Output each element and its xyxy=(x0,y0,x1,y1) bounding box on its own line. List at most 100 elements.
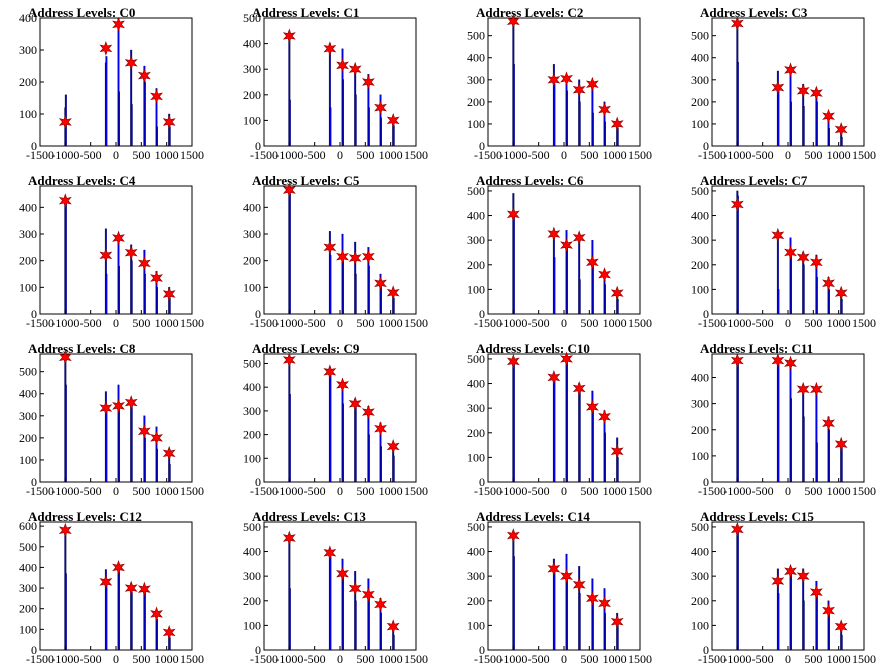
x-tick-label: 1500 xyxy=(180,484,204,498)
peak-marker xyxy=(99,40,113,56)
x-tick-label: 1500 xyxy=(404,148,428,162)
bar xyxy=(578,279,581,315)
x-tick-label: -500 xyxy=(528,484,550,498)
x-tick-label: -1500 xyxy=(26,148,54,162)
peak-marker xyxy=(112,398,125,414)
bar xyxy=(130,592,133,651)
bar xyxy=(118,571,120,651)
y-tick-label: 400 xyxy=(691,545,709,559)
x-tick-label: -1500 xyxy=(26,484,54,498)
bar xyxy=(64,384,67,483)
panel-title: Address Levels: C11 xyxy=(700,341,813,356)
x-tick-label: -1500 xyxy=(26,316,54,330)
peak-marker xyxy=(124,580,138,596)
x-tick-label: 1500 xyxy=(852,316,876,330)
bar xyxy=(143,592,146,651)
bar xyxy=(828,128,830,147)
peak-marker xyxy=(150,270,163,286)
bar xyxy=(342,403,344,483)
y-tick-label: 100 xyxy=(467,450,485,464)
x-tick-label: 0 xyxy=(337,652,343,666)
peak-marker xyxy=(99,574,113,590)
x-tick-label: 0 xyxy=(785,652,791,666)
y-tick-label: 500 xyxy=(467,352,485,366)
bar xyxy=(777,90,780,147)
peak-marker xyxy=(282,352,296,368)
peak-marker xyxy=(730,16,744,31)
x-tick-label: -1500 xyxy=(26,652,54,666)
y-tick-label: 0 xyxy=(31,139,37,153)
x-tick-label: -1000 xyxy=(275,484,303,498)
peak-marker xyxy=(560,568,573,584)
bar xyxy=(380,117,382,147)
x-tick-label: -500 xyxy=(752,148,774,162)
x-tick-label: 500 xyxy=(804,148,822,162)
peak-marker xyxy=(598,595,611,611)
x-tick-label: 500 xyxy=(132,652,150,666)
peak-marker xyxy=(834,122,848,137)
y-tick-label: 0 xyxy=(703,475,709,489)
y-tick-label: 300 xyxy=(467,401,485,415)
peak-marker xyxy=(336,377,349,393)
bar xyxy=(342,576,344,651)
peak-marker xyxy=(137,68,151,84)
x-tick-label: -500 xyxy=(304,316,326,330)
bar xyxy=(566,244,568,315)
peak-marker xyxy=(386,112,400,128)
y-tick-label: 100 xyxy=(691,618,709,632)
peak-marker xyxy=(506,206,520,222)
bar xyxy=(288,188,291,315)
x-tick-label: 500 xyxy=(804,652,822,666)
peak-marker xyxy=(809,85,823,101)
x-tick-label: -1000 xyxy=(499,316,527,330)
bar xyxy=(790,571,792,651)
y-tick-label: 300 xyxy=(243,404,261,418)
x-tick-label: 0 xyxy=(561,484,567,498)
bar xyxy=(354,94,357,147)
peak-marker xyxy=(796,83,810,99)
x-tick-label: 1500 xyxy=(852,652,876,666)
y-tick-label: 300 xyxy=(243,569,261,583)
y-tick-label: 200 xyxy=(19,254,37,268)
peak-marker xyxy=(99,247,113,263)
bar xyxy=(591,264,594,315)
bar xyxy=(392,635,395,651)
y-tick-label: 100 xyxy=(19,280,37,294)
bar xyxy=(790,398,792,483)
bar xyxy=(777,593,780,651)
peak-marker xyxy=(834,436,848,452)
peak-marker xyxy=(506,13,520,29)
peak-marker xyxy=(730,197,744,212)
peak-marker xyxy=(137,581,151,597)
x-tick-label: -1500 xyxy=(698,148,726,162)
x-tick-label: -1500 xyxy=(474,484,502,498)
bar xyxy=(392,455,395,483)
bar xyxy=(105,273,108,315)
peak-marker xyxy=(771,227,785,243)
peak-marker xyxy=(796,381,810,397)
y-tick-label: 400 xyxy=(691,209,709,223)
y-tick-label: 100 xyxy=(243,280,261,294)
y-tick-label: 500 xyxy=(691,184,709,198)
panel-c7: Address Levels: C70100200300400500-1500-… xyxy=(691,173,876,330)
bar xyxy=(342,260,344,315)
x-tick-label: 500 xyxy=(356,652,374,666)
bar xyxy=(392,297,395,315)
y-tick-label: 500 xyxy=(19,365,37,379)
x-tick-label: -500 xyxy=(528,652,550,666)
peak-marker xyxy=(822,275,835,291)
x-tick-label: -1000 xyxy=(499,148,527,162)
x-tick-label: 1000 xyxy=(827,484,851,498)
y-tick-label: 300 xyxy=(243,62,261,76)
peak-marker xyxy=(585,76,599,92)
panel-c10: Address Levels: C10 0 100 200 300 400 500 -1500… xyxy=(467,341,652,498)
x-tick-label: -1500 xyxy=(250,316,278,330)
peak-marker xyxy=(822,603,835,619)
y-tick-label: 400 xyxy=(243,380,261,394)
peak-marker xyxy=(162,286,176,302)
y-tick-label: 300 xyxy=(467,73,485,87)
x-tick-label: -1000 xyxy=(51,652,79,666)
panel-c14: Address Levels: C14 0 100 200 300 400 500 -1500… xyxy=(467,509,652,666)
peak-marker xyxy=(386,619,400,635)
peak-marker xyxy=(336,57,349,73)
